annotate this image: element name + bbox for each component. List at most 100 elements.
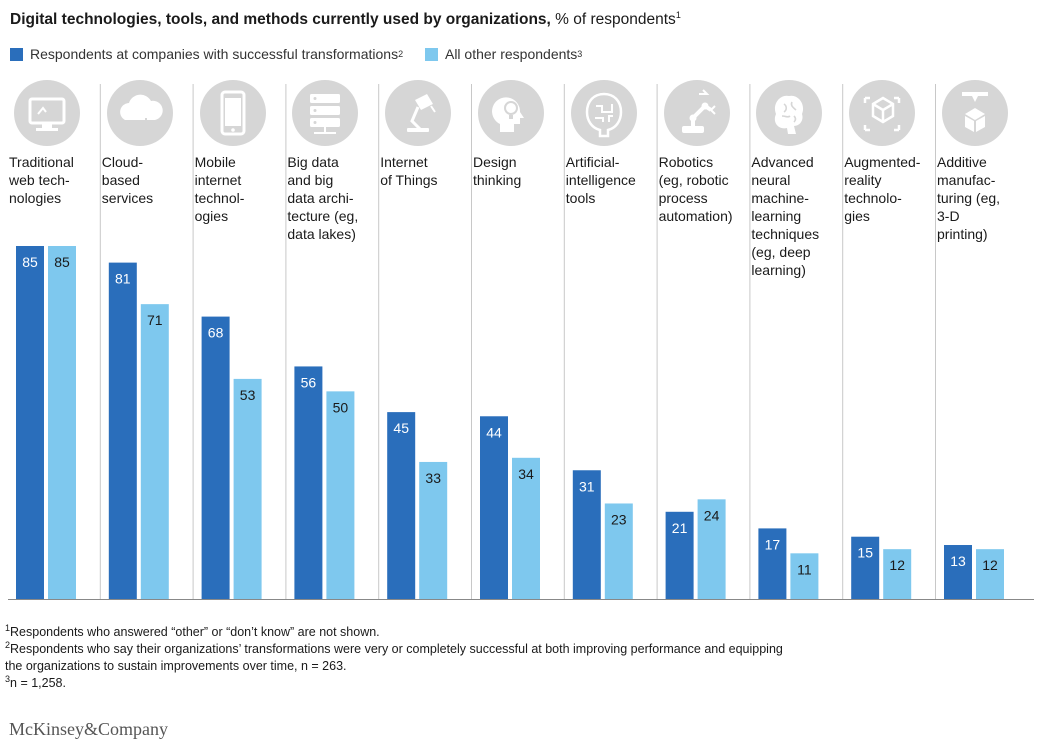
- chart-title-sup: 1: [675, 9, 681, 20]
- category-label-line: tecture (eg,: [287, 208, 359, 224]
- bar-successful: [944, 545, 972, 599]
- brain-circuit-icon: [570, 80, 637, 146]
- chart-title-main: Digital technologies, tools, and methods…: [10, 11, 551, 28]
- 3d-printer-icon: [942, 80, 1008, 146]
- footnote-1-sup: 1: [5, 622, 11, 633]
- category-label-line: Traditional: [9, 154, 74, 170]
- category-label-line: neural: [751, 172, 791, 188]
- bar-other: [790, 553, 819, 599]
- bar-successful: [201, 316, 230, 599]
- category-label: Traditional web tech-nologies: [9, 153, 74, 207]
- category-label: Robotics (eg, robotic process automation): [659, 153, 733, 225]
- data-label-successful: 85: [22, 254, 38, 270]
- bar-successful: [480, 416, 508, 599]
- cloud-icon: [106, 80, 173, 146]
- robot-arm-icon: [663, 80, 730, 146]
- bar-successful: [572, 470, 601, 599]
- category-label: Mobile internet technol-ogies: [195, 153, 245, 225]
- smartphone-icon: [199, 80, 266, 146]
- category-label-line: process: [658, 190, 708, 206]
- category-label-line: nologies: [9, 190, 62, 206]
- category-label: Internet of Things: [380, 153, 437, 189]
- legend-swatch-successful: [10, 47, 23, 61]
- category-label-line: web tech-: [9, 172, 70, 188]
- data-label-successful: 17: [765, 536, 781, 552]
- data-label-successful: 13: [950, 553, 966, 569]
- category-label-line: Internet: [380, 154, 428, 170]
- footnote-1-text: Respondents who answered “other” or “don…: [10, 625, 380, 639]
- bar-successful: [387, 412, 416, 599]
- category-label: Cloud-based services: [102, 153, 153, 207]
- category-label-line: gies: [844, 208, 870, 224]
- category-label-line: learning: [751, 208, 802, 224]
- monitor-icon: [14, 80, 80, 146]
- category-label-line: (eg, deep: [751, 244, 811, 260]
- category-label-line: learning): [751, 262, 806, 278]
- category-label: Advanced neural machine-learning techniques…: [751, 153, 819, 279]
- bar-other: [604, 503, 633, 599]
- bar-other: [140, 304, 169, 599]
- category-label-line: based: [101, 172, 140, 188]
- data-label-other: 34: [518, 466, 534, 482]
- data-label-successful: 15: [857, 545, 873, 561]
- category-label-line: Mobile: [194, 154, 236, 170]
- bar-other: [233, 378, 262, 599]
- bar-successful: [665, 511, 694, 599]
- bar-successful: [108, 262, 137, 599]
- category-label-line: tools: [565, 190, 596, 206]
- legend-item-successful: Respondents at companies with successful…: [10, 46, 403, 62]
- category-label-line: Artificial-: [565, 154, 620, 170]
- category-label: Artificial-intelligence tools: [566, 153, 636, 207]
- data-label-successful: 56: [301, 374, 317, 390]
- legend-label-successful: Respondents at companies with successful…: [30, 46, 399, 62]
- category-label-line: Augmented-: [844, 154, 921, 170]
- bar-other: [883, 549, 912, 599]
- category-label-line: technolo-: [844, 190, 902, 206]
- category-label-line: technol-: [194, 190, 245, 206]
- category-label-line: internet: [194, 172, 242, 188]
- bar-other: [326, 391, 355, 599]
- footnote-2-cont-text: the organizations to sustain improvement…: [5, 659, 347, 673]
- category-label-line: machine-: [751, 190, 809, 206]
- bar-successful: [16, 246, 44, 599]
- category-label-line: automation): [658, 208, 733, 224]
- category-label: Design thinking: [473, 153, 521, 189]
- data-label-successful: 68: [208, 325, 224, 341]
- bar-successful: [294, 366, 323, 599]
- footnote-2-cont: the organizations to sustain improvement…: [5, 658, 783, 675]
- lamp-icon: [385, 80, 452, 146]
- category-label-line: techniques: [751, 226, 820, 242]
- data-label-successful: 31: [579, 478, 595, 494]
- data-label-other: 85: [54, 254, 70, 270]
- bar-successful: [851, 536, 880, 599]
- category-label-line: thinking: [473, 172, 522, 188]
- server-stack-icon: [292, 80, 359, 146]
- category-label-line: manufac-: [937, 172, 996, 188]
- data-label-other: 12: [889, 557, 905, 573]
- category-label-line: Robotics: [658, 154, 714, 170]
- data-label-other: 33: [425, 470, 441, 486]
- category-label-line: data archi-: [287, 190, 354, 206]
- category-label-line: reality: [844, 172, 882, 188]
- legend-swatch-other: [424, 47, 438, 61]
- category-label: Augmented-reality technolo-gies: [844, 153, 920, 225]
- category-label-line: Additive: [937, 154, 987, 170]
- head-lightbulb-icon: [478, 80, 544, 146]
- data-label-successful: 45: [393, 420, 409, 436]
- category-label-line: printing): [937, 226, 988, 242]
- category-label-line: intelligence: [565, 172, 636, 188]
- bar-other: [976, 549, 1004, 599]
- category-label-line: data lakes): [287, 226, 356, 242]
- bar-other: [512, 457, 540, 599]
- category-label-line: services: [101, 190, 154, 206]
- footnote-1: 1Respondents who answered “other” or “do…: [5, 622, 783, 641]
- category-label-line: Cloud-: [101, 154, 144, 170]
- legend-item-other: All other respondents 3: [424, 46, 582, 62]
- brand-logo: McKinsey&Company: [9, 719, 168, 739]
- category-label-line: Advanced: [751, 154, 814, 170]
- ar-cube-icon: [849, 80, 916, 146]
- data-label-successful: 44: [486, 424, 502, 440]
- legend-label-other: All other respondents: [444, 46, 578, 62]
- data-label-successful: 21: [672, 520, 688, 536]
- category-label-line: ogies: [194, 208, 229, 224]
